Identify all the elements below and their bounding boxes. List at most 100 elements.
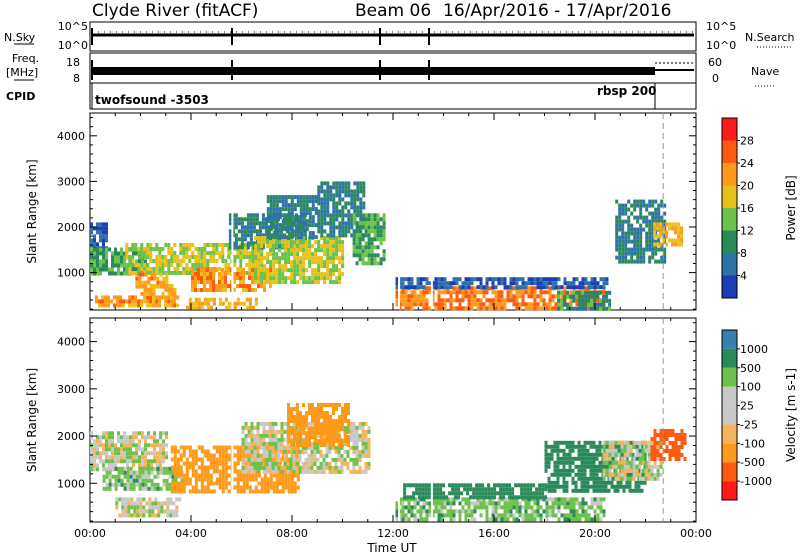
- data-cell: [642, 247, 646, 252]
- data-cell: [320, 403, 323, 407]
- data-cell: [395, 505, 399, 510]
- data-cell: [559, 468, 563, 473]
- data-cell: [266, 240, 270, 245]
- data-cell: [602, 306, 606, 311]
- data-cell: [424, 491, 428, 496]
- data-cell: [194, 284, 197, 288]
- data-cell: [598, 440, 602, 445]
- data-cell: [551, 306, 555, 311]
- data-cell: [547, 484, 551, 489]
- data-cell: [308, 219, 312, 224]
- data-cell: [314, 280, 318, 285]
- data-cell: [326, 435, 329, 439]
- data-cell: [454, 487, 458, 492]
- data-cell: [140, 292, 144, 296]
- data-cell: [200, 301, 204, 306]
- data-cell: [407, 517, 411, 522]
- data-cell: [296, 227, 300, 232]
- data-cell: [200, 473, 204, 478]
- data-cell: [281, 223, 285, 228]
- data-cell: [247, 457, 251, 462]
- data-cell: [563, 497, 567, 502]
- data-cell: [347, 217, 351, 222]
- data-cell: [376, 229, 380, 234]
- data-cell: [592, 468, 596, 473]
- data-cell: [557, 298, 561, 303]
- data-cell: [102, 474, 106, 479]
- data-cell: [451, 483, 455, 488]
- data-cell: [173, 465, 177, 470]
- data-cell: [247, 461, 251, 466]
- data-cell: [203, 280, 206, 284]
- data-cell: [654, 259, 658, 264]
- data-cell: [147, 276, 151, 281]
- data-cell: [651, 215, 655, 220]
- data-cell: [221, 301, 225, 306]
- data-cell: [234, 245, 238, 250]
- data-cell: [283, 449, 287, 454]
- data-cell: [179, 457, 183, 462]
- data-cell: [565, 484, 569, 489]
- data-cell: [618, 239, 622, 244]
- data-cell: [302, 268, 306, 273]
- data-cell: [527, 294, 531, 299]
- data-cell: [242, 251, 246, 255]
- data-cell: [580, 480, 584, 485]
- data-cell: [261, 221, 265, 226]
- data-cell: [578, 306, 582, 311]
- data-cell: [242, 268, 245, 272]
- data-cell: [285, 237, 289, 242]
- data-cell: [491, 298, 495, 303]
- data-cell: [665, 230, 669, 235]
- data-cell: [340, 465, 344, 470]
- data-cell: [237, 221, 241, 226]
- data-cell: [592, 452, 596, 457]
- data-cell: [524, 497, 528, 502]
- data-cell: [93, 259, 96, 264]
- data-cell: [257, 272, 261, 277]
- data-cell: [332, 252, 336, 257]
- data-cell: [571, 476, 575, 481]
- data-cell: [619, 452, 623, 457]
- data-cell: [562, 488, 566, 493]
- data-cell: [218, 461, 222, 466]
- data-cell: [176, 489, 180, 494]
- data-cell: [431, 281, 435, 286]
- data-cell: [503, 277, 507, 282]
- data-cell: [440, 509, 444, 514]
- data-cell: [499, 495, 503, 500]
- data-cell: [287, 415, 290, 419]
- data-cell: [155, 267, 159, 271]
- data-cell: [221, 461, 225, 466]
- data-cell: [496, 483, 500, 488]
- data-cell: [338, 189, 342, 194]
- data-cell: [239, 445, 243, 450]
- data-cell: [491, 306, 495, 311]
- data-cell: [296, 403, 299, 407]
- data-cell: [268, 433, 272, 438]
- data-cell: [316, 441, 320, 446]
- data-cell: [248, 263, 252, 267]
- data-cell: [497, 513, 501, 518]
- data-cell: [620, 472, 624, 477]
- data-cell: [117, 439, 120, 444]
- data-cell: [254, 288, 257, 292]
- data-cell: [284, 240, 288, 245]
- data-cell: [595, 488, 599, 493]
- data-cell: [123, 467, 126, 472]
- data-cell: [259, 437, 263, 442]
- data-cell: [542, 290, 546, 295]
- data-cell: [296, 473, 300, 478]
- data-cell: [304, 465, 308, 470]
- data-cell: [319, 453, 323, 458]
- data-cell: [212, 272, 215, 276]
- data-cell: [335, 189, 339, 194]
- data-cell: [353, 189, 357, 194]
- data-cell: [167, 271, 171, 275]
- data-cell: [245, 284, 248, 288]
- data-cell: [320, 244, 324, 249]
- freq-unit: [MHz]: [6, 66, 38, 79]
- data-cell: [135, 455, 138, 460]
- data-cell: [475, 487, 479, 492]
- data-cell: [296, 485, 300, 490]
